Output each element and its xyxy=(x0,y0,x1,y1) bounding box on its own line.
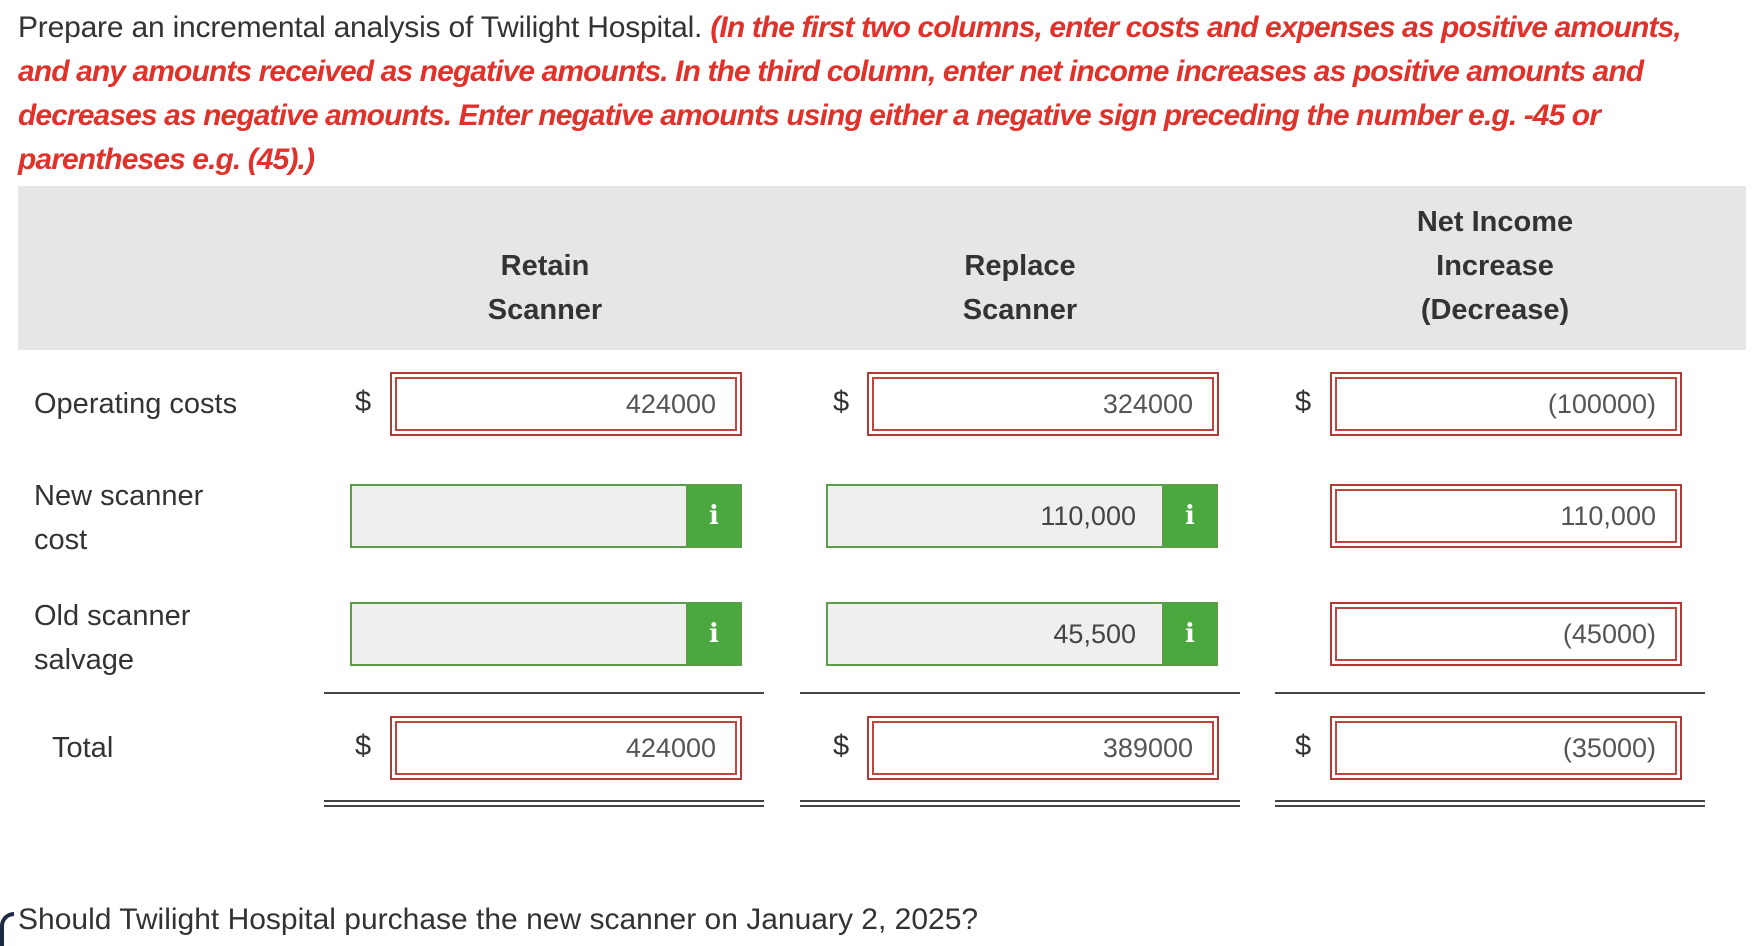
column-header-retain-line1: Retain xyxy=(500,250,590,282)
row-label-operating-costs: Operating costs xyxy=(34,388,238,420)
total-double-rule xyxy=(324,800,764,807)
row-label-old-scanner-salvage-line1: Old scanner xyxy=(34,600,191,632)
old-scanner-net-input[interactable]: (45000) xyxy=(1330,602,1682,666)
column-header-replace: Replace Scanner xyxy=(915,244,1125,332)
row-label-total: Total xyxy=(52,732,114,764)
new-scanner-retain-given: i xyxy=(350,484,742,548)
old-scanner-retain-given: i xyxy=(350,602,742,666)
column-header-replace-line1: Replace xyxy=(964,250,1076,282)
instructions: Prepare an incremental analysis of Twili… xyxy=(18,6,1738,182)
subtotal-rule xyxy=(1275,692,1705,694)
info-icon[interactable]: i xyxy=(1162,486,1216,546)
info-icon[interactable]: i xyxy=(1162,604,1216,664)
row-label-new-scanner-cost: New scanner cost xyxy=(34,474,203,562)
total-double-rule xyxy=(1275,800,1705,807)
row-label-old-scanner-salvage-line2: salvage xyxy=(34,644,134,676)
operating-costs-retain-input[interactable]: 424000 xyxy=(390,372,742,436)
old-scanner-replace-given: 45,500 i xyxy=(826,602,1218,666)
column-header-replace-line2: Scanner xyxy=(962,294,1078,326)
column-header-retain-line2: Scanner xyxy=(487,294,603,326)
row-label-new-scanner-cost-line1: New scanner xyxy=(34,480,204,512)
column-header-net: Net Income Increase (Decrease) xyxy=(1380,200,1610,332)
row-label-new-scanner-cost-line2: cost xyxy=(34,524,88,556)
question-text: Should Twilight Hospital purchase the ne… xyxy=(18,903,979,936)
new-scanner-replace-value: 110,000 xyxy=(1040,501,1136,531)
row-label-old-scanner-salvage: Old scanner salvage xyxy=(34,594,190,682)
total-retain-input[interactable]: 424000 xyxy=(390,716,742,780)
column-header-net-line2: Increase xyxy=(1436,250,1554,282)
info-icon[interactable]: i xyxy=(686,604,740,664)
subtotal-rule xyxy=(324,692,764,694)
operating-costs-replace-input[interactable]: 324000 xyxy=(867,372,1219,436)
total-double-rule xyxy=(800,800,1240,807)
dollar-sign: $ xyxy=(1295,730,1312,762)
new-scanner-net-input[interactable]: 110,000 xyxy=(1330,484,1682,548)
dollar-sign: $ xyxy=(355,730,372,762)
column-header-net-line3: (Decrease) xyxy=(1420,294,1570,326)
operating-costs-net-input[interactable]: (100000) xyxy=(1330,372,1682,436)
dollar-sign: $ xyxy=(1295,386,1312,418)
total-replace-input[interactable]: 389000 xyxy=(867,716,1219,780)
dollar-sign: $ xyxy=(833,730,850,762)
subtotal-rule xyxy=(800,692,1240,694)
total-net-input[interactable]: (35000) xyxy=(1330,716,1682,780)
column-header-net-line1: Net Income xyxy=(1416,206,1574,238)
new-scanner-replace-given: 110,000 i xyxy=(826,484,1218,548)
dollar-sign: $ xyxy=(833,386,850,418)
info-icon[interactable]: i xyxy=(686,486,740,546)
old-scanner-replace-value: 45,500 xyxy=(1053,619,1136,649)
instructions-lead: Prepare an incremental analysis of Twili… xyxy=(18,11,703,44)
instructions-note: (In the first two columns, enter costs a… xyxy=(18,11,1682,176)
dollar-sign: $ xyxy=(355,386,372,418)
column-header-retain: Retain Scanner xyxy=(440,244,650,332)
corner-bracket-icon xyxy=(0,912,14,946)
table-header xyxy=(18,186,1746,350)
